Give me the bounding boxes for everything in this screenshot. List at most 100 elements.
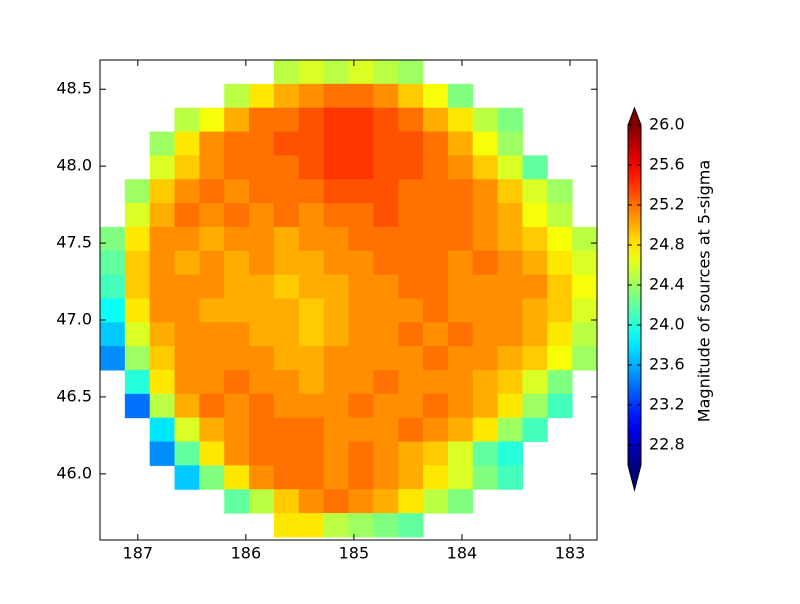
heatmap-cell — [149, 274, 176, 299]
heatmap-cell — [348, 298, 374, 323]
heatmap-cell — [348, 226, 374, 252]
heatmap-cell — [348, 393, 374, 419]
heatmap-cell — [249, 393, 275, 419]
heatmap-cell — [423, 298, 449, 323]
heatmap-cell — [373, 83, 399, 109]
heatmap-cell — [522, 370, 548, 395]
heatmap-cell — [472, 417, 499, 443]
heatmap-cell — [373, 107, 399, 133]
heatmap-cell — [572, 226, 598, 252]
heatmap-cell — [249, 203, 275, 228]
heatmap-cell — [273, 489, 300, 514]
colorbar-tick-label: 25.6 — [649, 155, 685, 174]
heatmap-cell — [298, 131, 325, 156]
heatmap-cell — [298, 346, 325, 371]
heatmap-cell — [348, 465, 374, 490]
heatmap-cell — [423, 83, 449, 109]
heatmap-cell — [298, 83, 325, 109]
heatmap-cell — [348, 60, 374, 85]
heatmap-cell — [273, 179, 300, 204]
heatmap-cell — [323, 441, 349, 466]
heatmap-cell — [547, 274, 573, 299]
x-tick-label: 187 — [123, 544, 154, 563]
x-tick-label: 183 — [555, 544, 586, 563]
heatmap-cell — [100, 322, 126, 347]
colorbar-outline — [627, 106, 642, 492]
heatmap-cell — [249, 155, 275, 180]
heatmap-cell — [497, 298, 523, 323]
heatmap-cell — [373, 441, 399, 466]
heatmap-cell — [398, 370, 424, 395]
heatmap-cell — [249, 250, 275, 276]
heatmap-cell — [497, 131, 523, 156]
heatmap-cell — [373, 465, 399, 490]
heatmap-cell — [522, 155, 548, 180]
heatmap-cell — [447, 274, 474, 299]
heatmap-cell — [447, 465, 474, 490]
heatmap-cell — [398, 179, 424, 204]
y-tick-label: 47.0 — [56, 310, 92, 329]
heatmap-cell — [423, 226, 449, 252]
heatmap-cell — [423, 393, 449, 419]
heatmap-cell — [273, 346, 300, 371]
heatmap-cell — [323, 250, 349, 276]
heatmap-cell — [100, 274, 126, 299]
heatmap-cell — [224, 417, 250, 443]
heatmap-cell — [497, 322, 523, 347]
heatmap-cell — [174, 203, 200, 228]
heatmap-cell — [522, 250, 548, 276]
heatmap-cell — [124, 250, 151, 276]
heatmap-cell — [323, 155, 349, 180]
y-tick-label: 46.0 — [56, 463, 92, 482]
heatmap-cell — [348, 346, 374, 371]
heatmap-cell — [472, 274, 499, 299]
heatmap-cell — [273, 226, 300, 252]
heatmap-cell — [547, 226, 573, 252]
heatmap-cell — [149, 370, 176, 395]
heatmap-cell — [373, 179, 399, 204]
heatmap-cell — [472, 346, 499, 371]
heatmap-cell — [323, 60, 349, 85]
heatmap-cell — [199, 226, 225, 252]
heatmap-cell — [348, 179, 374, 204]
heatmap-cell — [423, 370, 449, 395]
heatmap-cell — [124, 203, 151, 228]
heatmap-cell — [423, 322, 449, 347]
heatmap-cell — [373, 274, 399, 299]
heatmap-cell — [373, 203, 399, 228]
heatmap-cell — [447, 346, 474, 371]
heatmap-cell — [273, 465, 300, 490]
heatmap-cell — [348, 83, 374, 109]
heatmap-cell — [273, 441, 300, 466]
heatmap-cell — [547, 250, 573, 276]
heatmap-cell — [174, 441, 200, 466]
colorbar-label: Magnitude of sources at 5-sigma — [695, 160, 714, 422]
heatmap-cell — [298, 203, 325, 228]
heatmap-cell — [323, 489, 349, 514]
heatmap-cell — [323, 513, 349, 538]
heatmap-cell — [273, 203, 300, 228]
heatmap-cell — [149, 346, 176, 371]
heatmap-cell — [323, 203, 349, 228]
heatmap-cell — [149, 417, 176, 443]
plot-frame — [99, 59, 598, 541]
heatmap-cell — [298, 155, 325, 180]
heatmap-cell — [398, 131, 424, 156]
heatmap-cell — [447, 393, 474, 419]
heatmap-cell — [348, 107, 374, 133]
heatmap-cell — [323, 131, 349, 156]
heatmap-cell — [224, 107, 250, 133]
heatmap-cell — [249, 179, 275, 204]
heatmap-cell — [249, 465, 275, 490]
heatmap-cell — [447, 155, 474, 180]
heatmap-cell — [124, 298, 151, 323]
heatmap-cell — [273, 131, 300, 156]
heatmap-cell — [100, 346, 126, 371]
heatmap-cell — [323, 322, 349, 347]
heatmap-cell — [497, 441, 523, 466]
heatmap-cell — [497, 417, 523, 443]
heatmap-cell — [174, 226, 200, 252]
heatmap-cell — [174, 107, 200, 133]
heatmap-cell — [199, 155, 225, 180]
heatmap-cell — [447, 83, 474, 109]
